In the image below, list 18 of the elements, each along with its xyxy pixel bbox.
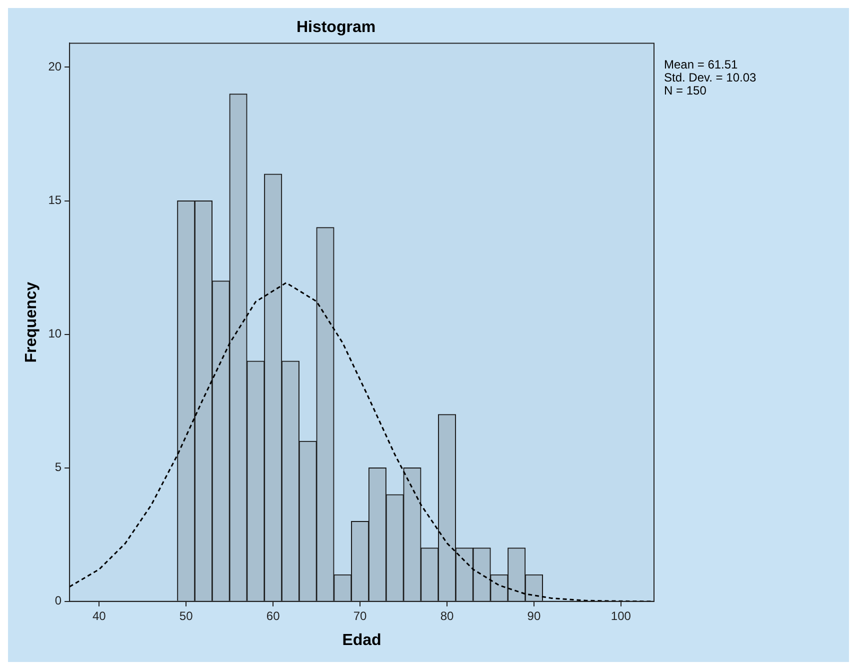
x-tick-label: 40 [92, 608, 106, 623]
x-tick-label: 70 [353, 608, 368, 623]
x-tick-label: 80 [440, 608, 454, 623]
y-tick-label: 5 [54, 460, 62, 474]
y-axis-title: Frequency [23, 282, 40, 363]
x-tick-label: 60 [266, 608, 280, 623]
y-tick-label: 15 [48, 193, 62, 208]
x-tick-label: 100 [610, 608, 632, 623]
text: Mean = 61.51 [664, 58, 738, 72]
x-tick-label: 50 [179, 608, 194, 623]
y-tick-label: 10 [48, 326, 62, 341]
x-tick-label: 90 [527, 608, 541, 623]
text: Std. Dev. = 10.03 [664, 70, 756, 85]
text: N = 150 [664, 84, 707, 98]
y-tick-label: 20 [48, 60, 62, 74]
chart-title: Histogram [296, 19, 376, 36]
y-tick-label: 0 [54, 594, 62, 608]
x-axis-title: Edad [342, 632, 382, 649]
